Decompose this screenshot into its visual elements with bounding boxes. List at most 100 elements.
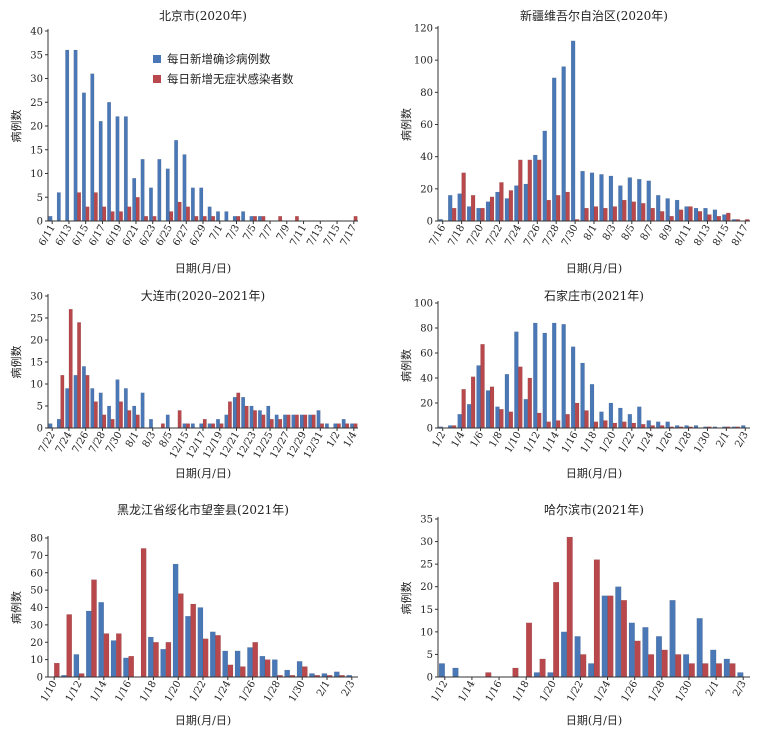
x-tick-label: 1/14 xyxy=(89,679,110,704)
confirmed-bar-6/14 xyxy=(73,49,78,222)
asymptomatic-bar-12/15 xyxy=(186,423,190,429)
x-tick-label: 7/5 xyxy=(241,223,259,242)
asymptomatic-bar-8/15 xyxy=(726,212,731,222)
x-tick-label: 8/15 xyxy=(711,223,732,248)
confirmed-bar-8/5 xyxy=(165,414,170,429)
asymptomatic-bar-8/14 xyxy=(716,215,722,222)
x-tick-label: 1/4 xyxy=(342,430,360,449)
asymptomatic-bar-12/26 xyxy=(278,419,283,429)
confirmed-bar-7/17 xyxy=(448,195,453,222)
y-tick-label: 20 xyxy=(420,399,433,410)
confirmed-bar-1/20 xyxy=(547,672,554,678)
asymptomatic-bar-7/10 xyxy=(294,216,299,222)
confirmed-bar-6/21 xyxy=(132,178,137,222)
x-tick-label: 8/3 xyxy=(141,430,159,449)
confirmed-bar-1/26 xyxy=(665,421,670,429)
asymptomatic-bar-7/26 xyxy=(85,375,90,429)
asymptomatic-bar-1/26 xyxy=(252,642,259,678)
asymptomatic-bar-8/12 xyxy=(697,211,703,222)
x-tick-label: 1/30 xyxy=(692,430,713,455)
asymptomatic-bar-7/30 xyxy=(119,401,123,429)
y-axis-label: 病例数 xyxy=(9,591,23,624)
confirmed-bar-2/3 xyxy=(737,672,744,678)
confirmed-bar-6/17 xyxy=(98,121,103,222)
confirmed-bar-12/22 xyxy=(241,397,246,429)
asymptomatic-bar-6/19 xyxy=(119,211,123,222)
x-tick-label: 6/25 xyxy=(154,223,175,248)
confirmed-bar-1/19 xyxy=(160,649,166,678)
asymptomatic-bar-1/17 xyxy=(584,410,589,429)
confirmed-bar-1/26 xyxy=(247,647,253,678)
asymptomatic-bar-1/18 xyxy=(525,622,533,678)
asymptomatic-bar-1/29 xyxy=(675,654,682,678)
asymptomatic-bar-7/19 xyxy=(470,195,476,222)
confirmed-bar-7/3 xyxy=(232,216,237,222)
x-tick-label: 7/28 xyxy=(87,430,108,455)
confirmed-bar-6/11 xyxy=(48,216,53,222)
asymptomatic-bar-8/2 xyxy=(603,207,608,222)
x-tick-label: 1/28 xyxy=(673,430,694,455)
confirmed-bar-6/30 xyxy=(207,206,212,222)
x-tick-label: 8/11 xyxy=(673,223,694,248)
asymptomatic-bar-6/18 xyxy=(110,211,115,222)
y-tick-label: 30 xyxy=(30,292,43,303)
asymptomatic-bar-12/27 xyxy=(286,414,291,429)
asymptomatic-bar-8/1 xyxy=(593,206,599,222)
asymptomatic-bar-6/20 xyxy=(127,206,132,222)
asymptomatic-bar-1/5 xyxy=(470,376,476,429)
confirmed-bar-1/29 xyxy=(669,600,676,678)
confirmed-bar-6/26 xyxy=(174,140,179,222)
asymptomatic-bar-6/17 xyxy=(102,206,107,222)
confirmed-bar-6/19 xyxy=(115,116,120,222)
asymptomatic-bar-12/25 xyxy=(269,419,274,429)
asymptomatic-bar-12/28 xyxy=(294,414,299,429)
x-tick-label: 2/1 xyxy=(714,430,732,449)
y-tick-label: 15 xyxy=(420,605,433,616)
x-tick-label: 1/30 xyxy=(287,679,308,704)
asymptomatic-bar-1/12 xyxy=(78,673,85,678)
confirmed-bar-1/16 xyxy=(570,346,576,429)
confirmed-bar-1/20 xyxy=(172,563,179,678)
asymptomatic-bar-1/10 xyxy=(54,662,60,678)
asymptomatic-bar-8/11 xyxy=(688,206,693,222)
asymptomatic-bar-12/23 xyxy=(253,410,257,429)
x-tick-label: 7/17 xyxy=(339,223,360,248)
x-axis-label: 日期(月/日) xyxy=(566,262,622,275)
asymptomatic-bar-7/26 xyxy=(537,159,542,222)
chart-panel-1: 北京市(2020年)05101520253035406/116/136/156/… xyxy=(9,8,359,275)
confirmed-bar-1/15 xyxy=(561,324,566,429)
confirmed-bar-12/27 xyxy=(283,414,287,429)
y-tick-label: 60 xyxy=(30,568,43,579)
confirmed-bar-12/20 xyxy=(224,414,229,429)
y-tick-label: 100 xyxy=(414,56,433,67)
asymptomatic-bar-1/30 xyxy=(302,666,308,678)
x-tick-label: 8/1 xyxy=(124,430,142,449)
confirmed-bar-12/16 xyxy=(190,423,195,429)
asymptomatic-bar-8/6 xyxy=(641,203,646,222)
asymptomatic-bar-6/16 xyxy=(93,192,98,222)
asymptomatic-bar-1/20 xyxy=(553,582,560,678)
asymptomatic-bar-6/26 xyxy=(177,201,182,222)
asymptomatic-bar-1/27 xyxy=(264,659,271,678)
asymptomatic-bar-7/17 xyxy=(451,207,457,222)
x-tick-label: 7/22 xyxy=(484,223,505,248)
x-tick-label: 7/30 xyxy=(560,223,581,248)
confirmed-bar-7/27 xyxy=(90,388,95,429)
confirmed-bar-8/3 xyxy=(608,175,614,222)
x-tick-label: 7/20 xyxy=(465,223,486,248)
asymptomatic-bar-6/30 xyxy=(211,216,216,222)
x-tick-label: 1/16 xyxy=(484,679,505,704)
asymptomatic-bar-1/17 xyxy=(140,548,147,678)
confirmed-bar-1/22 xyxy=(627,414,633,429)
asymptomatic-bar-7/25 xyxy=(77,322,82,429)
confirmed-bar-7/28 xyxy=(552,77,557,222)
confirmed-bar-12/25 xyxy=(266,405,271,429)
asymptomatic-bar-7/24 xyxy=(518,159,523,222)
confirmed-bar-8/6 xyxy=(637,178,642,222)
confirmed-bar-8/15 xyxy=(722,214,727,222)
asymptomatic-bar-1/15 xyxy=(115,633,122,678)
confirmed-bar-7/24 xyxy=(65,388,70,429)
asymptomatic-bar-1/20 xyxy=(177,593,184,678)
asymptomatic-bar-1/27 xyxy=(648,654,655,678)
